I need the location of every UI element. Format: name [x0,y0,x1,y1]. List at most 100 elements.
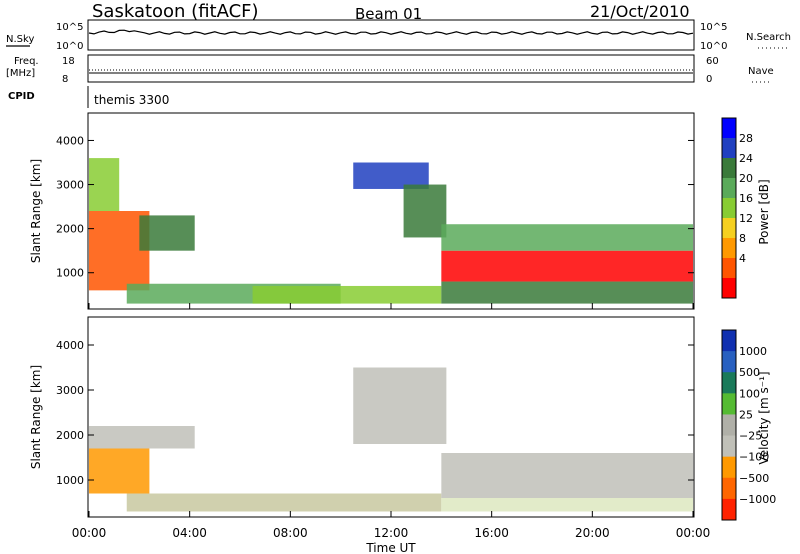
power-colorbar-swatch-1 [722,138,736,159]
velocity-ytick-label-2: 2000 [56,429,84,442]
cpid-value: themis 3300 [94,93,169,107]
power-colorbar-frame [721,117,737,299]
nsky-label: N.Sky [6,34,34,45]
power-region-9 [441,281,693,304]
power-colorbar-label: Power [dB] [757,179,771,244]
power-ytick-label-3: 1000 [56,267,84,280]
velocity-colorbar-swatch-8 [722,498,736,521]
power-colorbar-tick-0: 28 [739,132,753,145]
nave-tick-bottom: 0 [706,74,712,85]
x-axis-ticks: 00:00 04:00 08:00 12:00 16:00 20:00 00:00 [72,303,711,540]
power-colorbar-tick-5: 8 [739,232,746,245]
station-title: Saskatoon (fitACF) [92,1,259,22]
velocity-yticks: 4000 3000 2000 1000 [56,339,694,487]
cpid-label: CPID [8,91,35,102]
nsky-trace [88,29,694,35]
velocity-ylabel: Slant Range [km] [29,365,43,469]
velocity-colorbar-swatch-1 [722,351,736,373]
velocity-colorbar-tick-7: −1000 [739,493,776,506]
power-colorbar-tick-6: 4 [739,252,746,265]
nsearch-tick-top: 10^5 [700,22,727,33]
velocity-region-1 [89,426,195,449]
power-region-8 [441,224,693,251]
power-region-1 [89,158,120,211]
velocity-colorbar-swatch-4 [722,414,736,437]
velocity-colorbar-frame [721,329,737,521]
velocity-colorbar-tick-0: 1000 [739,345,767,358]
velocity-colorbar-swatch-3 [722,393,736,415]
velocity-region-5 [441,498,693,512]
power-colorbar-swatch-3 [722,178,736,199]
nsearch-label: N.Search [746,32,791,43]
power-ylabel: Slant Range [km] [29,159,43,263]
power-colorbar-swatch-4 [722,198,736,219]
velocity-colorbar-swatch-6 [722,456,736,479]
nave-tick-top: 60 [706,56,719,67]
power-colorbar-tick-4: 12 [739,212,753,225]
power-colorbar-swatch-2 [722,158,736,179]
power-colorbar-tick-2: 20 [739,172,753,185]
freq-strip: Freq. [MHz] 18 8 60 0 Nave [6,54,774,85]
velocity-ytick-label-1: 3000 [56,384,84,397]
freq-label: Freq. [14,56,39,67]
beam-title: Beam 01 [355,5,422,23]
nsky-tick-bottom: 10^0 [56,41,83,52]
velocity-region-4 [441,453,693,498]
velocity-colorbar-tick-5: −100 [739,451,769,464]
power-ytick-label-1: 3000 [56,179,84,192]
velocity-colorbar-tick-4: −25 [739,430,762,443]
nsearch-tick-bottom: 10^0 [700,41,727,52]
power-region-7 [441,250,693,282]
velocity-region-3 [353,367,447,444]
x-tick-label-6: 00:00 [676,526,711,540]
nave-label: Nave [748,66,774,77]
x-tick-label-5: 20:00 [575,526,610,540]
velocity-region-2 [126,493,442,512]
velocity-region-0 [89,448,150,494]
velocity-ytick-label-3: 1000 [56,474,84,487]
x-tick-label-3: 12:00 [374,526,409,540]
power-colorbar-swatch-5 [722,218,736,239]
power-region-6 [403,184,447,238]
nsky-strip: N.Sky 10^5 10^0 10^5 10^0 N.Search [6,19,791,52]
date-title: 21/Oct/2010 [590,2,690,21]
cpid-strip: CPID themis 3300 [8,86,169,108]
freq-unit: [MHz] [6,68,35,79]
velocity-colorbar-tick-6: −500 [739,472,769,485]
power-colorbar-swatch-7 [722,258,736,279]
nsky-tick-top: 10^5 [56,22,83,33]
velocity-colorbar-tick-3: 25 [739,408,753,421]
power-region-2 [139,215,195,251]
x-axis-label: Time UT [365,541,416,554]
velocity-colorbar-swatch-7 [722,477,736,500]
power-ytick-label-0: 4000 [56,134,84,147]
velocity-panel: 4000 3000 2000 1000 Slant Range [km] 1000 50… [29,316,776,521]
power-panel: 4000 3000 2000 1000 Slant Range [km] 28 24 20… [29,112,771,310]
x-tick-label-1: 04:00 [172,526,207,540]
velocity-colorbar-swatch-2 [722,372,736,394]
velocity-colorbar-tick-2: 100 [739,387,760,400]
power-yticks: 4000 3000 2000 1000 [56,134,694,280]
velocity-colorbar-swatch-5 [722,435,736,458]
power-colorbar-tick-3: 16 [739,192,753,205]
power-colorbar-tick-1: 24 [739,152,753,165]
velocity-colorbar-label: Velocity [m s⁻¹] [757,371,771,464]
freq-tick-top: 18 [62,56,75,67]
x-tick-label-4: 16:00 [474,526,509,540]
x-tick-label-0: 00:00 [72,526,107,540]
power-colorbar: 28 24 20 16 12 8 4 [721,117,753,299]
power-ytick-label-2: 2000 [56,223,84,236]
power-colorbar-swatch-0 [722,118,736,139]
power-region-4 [252,285,442,304]
power-colorbar-swatch-8 [722,278,736,299]
freq-tick-bottom: 8 [62,74,68,85]
power-regions [89,158,693,304]
velocity-colorbar-swatch-0 [722,330,736,352]
velocity-colorbar-tick-1: 500 [739,366,760,379]
power-colorbar-swatch-6 [722,238,736,259]
velocity-regions [89,367,693,512]
velocity-ytick-label-0: 4000 [56,339,84,352]
velocity-colorbar: 1000 500 100 25 −25 −100 −500 −1000 [721,329,776,521]
x-tick-label-2: 08:00 [273,526,308,540]
